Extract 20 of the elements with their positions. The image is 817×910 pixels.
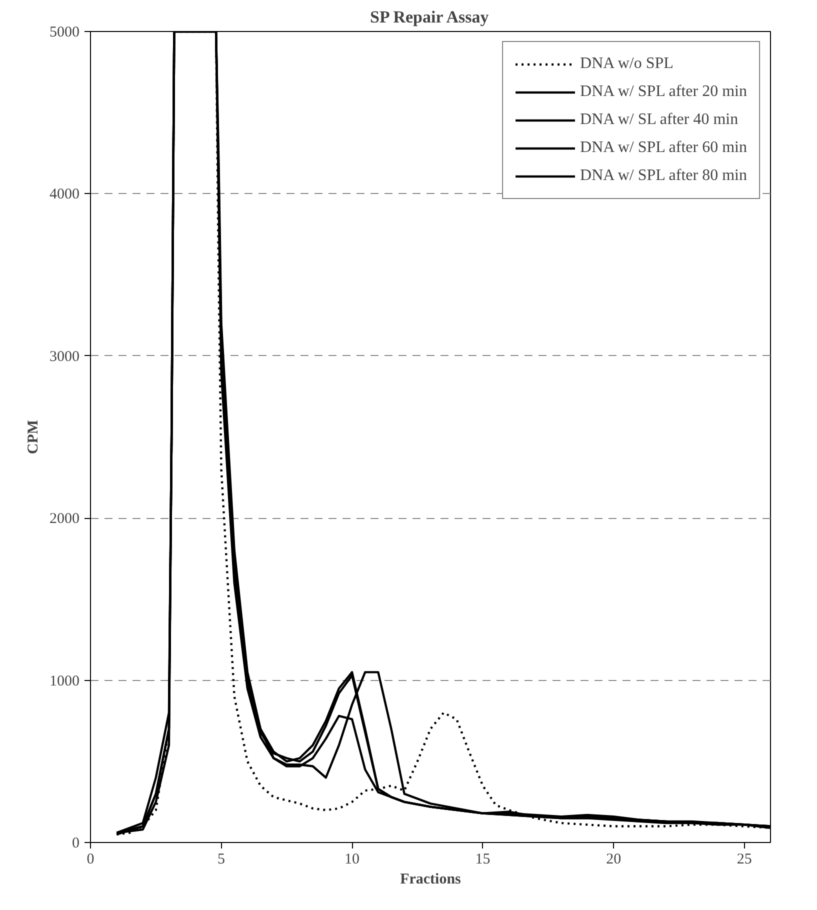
x-tick-label: 25 (736, 852, 752, 868)
x-tick-label: 20 (606, 852, 622, 868)
x-axis-title: Fractions (400, 872, 462, 888)
y-tick-label: 5000 (50, 24, 80, 40)
y-tick-label: 3000 (50, 348, 80, 365)
x-tick-label: 5 (218, 852, 226, 868)
y-axis-title: CPM (26, 420, 42, 454)
legend-label: DNA w/ SPL after 80 min (580, 167, 747, 185)
x-tick-label: 10 (344, 852, 360, 868)
y-tick-label: 0 (72, 836, 80, 852)
legend-label: DNA w/o SPL (580, 55, 674, 73)
x-tick-label: 15 (475, 852, 490, 868)
y-tick-label: 2000 (50, 511, 80, 528)
legend-label: DNA w/ SPL after 60 min (580, 139, 747, 157)
legend-label: DNA w/ SL after 40 min (580, 111, 738, 129)
chart-title: SP Repair Assay (370, 8, 490, 26)
y-tick-label: 4000 (50, 186, 80, 203)
y-tick-label: 1000 (50, 673, 80, 690)
legend-label: DNA w/ SPL after 20 min (580, 83, 747, 101)
x-tick-label: 0 (86, 852, 94, 868)
